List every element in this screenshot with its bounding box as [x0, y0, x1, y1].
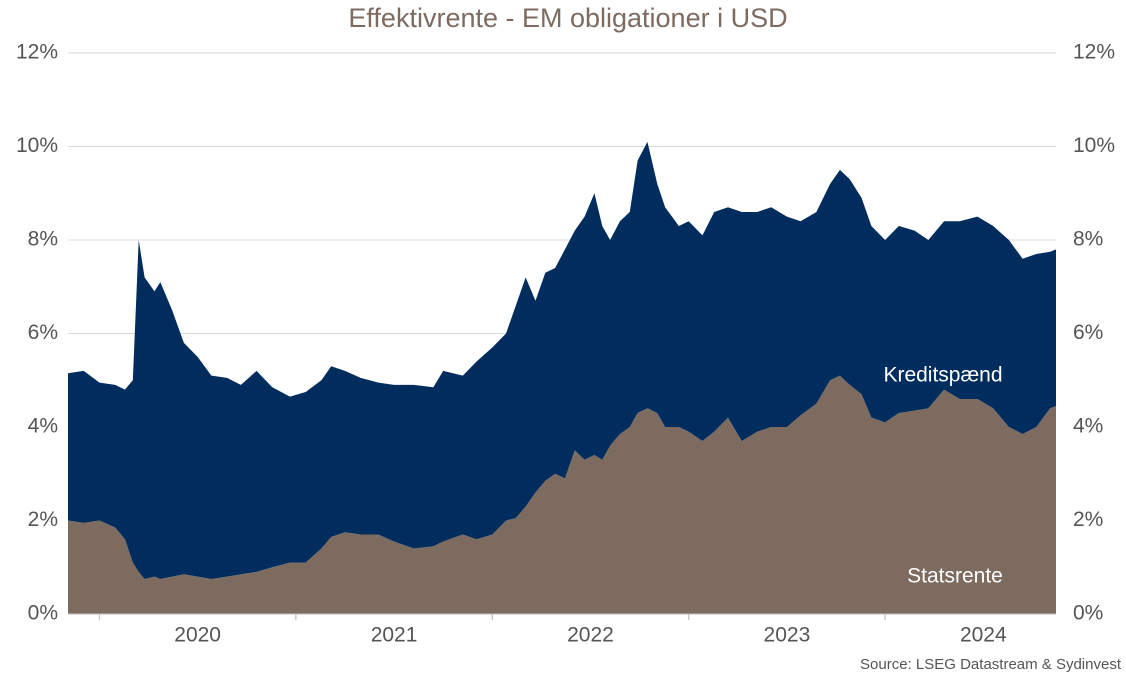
area — [68, 141, 1056, 579]
y2-tick-label: 4% — [1073, 415, 1103, 438]
chart-title: Effektivrente - EM obligationer i USD — [348, 3, 787, 33]
y-tick-label: 0% — [28, 602, 58, 625]
y2-tick-label: 8% — [1073, 228, 1103, 251]
x-tick-label: 2023 — [764, 624, 811, 647]
y-tick-label: 4% — [28, 415, 58, 438]
annotation: Statsrente — [907, 565, 1003, 588]
annotation: Kreditspænd — [883, 364, 1002, 387]
y-tick-label: 6% — [28, 321, 58, 344]
y-tick-label: 10% — [16, 134, 58, 157]
y2-tick-label: 2% — [1073, 508, 1103, 531]
area — [68, 375, 1056, 614]
y-tick-label: 8% — [28, 228, 58, 251]
x-tick-label: 2021 — [371, 624, 418, 647]
y2-tick-label: 12% — [1073, 41, 1115, 64]
source-note: Source: LSEG Datastream & Sydinvest — [860, 656, 1122, 673]
y2-tick-label: 10% — [1073, 134, 1115, 157]
y-tick-label: 2% — [28, 508, 58, 531]
y2-tick-label: 0% — [1073, 602, 1103, 625]
x-tick-label: 2024 — [960, 624, 1007, 647]
x-tick-label: 2022 — [567, 624, 614, 647]
y-tick-label: 12% — [16, 41, 58, 64]
x-tick-label: 2020 — [174, 624, 221, 647]
y2-tick-label: 6% — [1073, 321, 1103, 344]
